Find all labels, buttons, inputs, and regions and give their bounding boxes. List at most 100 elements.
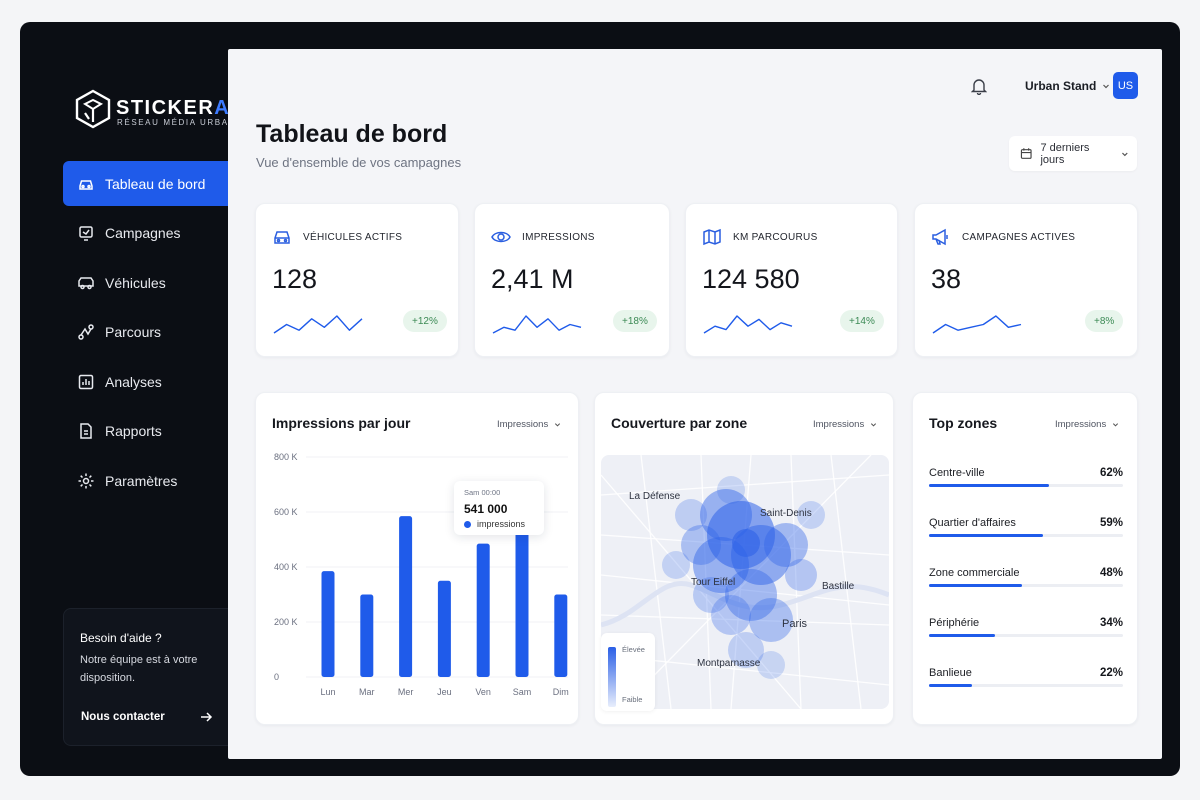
zone-percent: 48% bbox=[1099, 567, 1123, 579]
kpi-value: 38 bbox=[931, 264, 962, 294]
chevron-down-icon bbox=[871, 423, 877, 427]
kpi-label: VÉHICULES ACTIFS bbox=[303, 232, 403, 243]
zone-percent: 59% bbox=[1099, 517, 1123, 529]
date-range-select[interactable]: 7 derniers jours bbox=[1009, 136, 1137, 171]
sidebar-item-label: Analyses bbox=[105, 373, 162, 390]
sidebar-item-vehicules[interactable]: Véhicules bbox=[63, 260, 236, 305]
top-zones-metric-select[interactable]: Impressions bbox=[1055, 419, 1119, 430]
kpi-sparkline bbox=[932, 315, 1022, 334]
legend-gradient bbox=[608, 647, 616, 707]
x-tick-label: Mar bbox=[359, 687, 375, 697]
sparkline-path bbox=[492, 315, 582, 334]
zone-row[interactable]: Banlieue 22% bbox=[929, 667, 1123, 707]
report-icon bbox=[80, 423, 92, 439]
top-zones-title: Top zones bbox=[929, 415, 998, 431]
kpi-card-campagnes-actives[interactable]: CAMPAGNES ACTIVES 38 +8% bbox=[914, 203, 1138, 357]
map-street bbox=[601, 614, 889, 626]
tooltip-label: impressions bbox=[477, 519, 526, 529]
zone-name: Quartier d'affaires bbox=[929, 517, 1016, 529]
kpi-label: KM PARCOURUS bbox=[733, 232, 818, 243]
sidebar-item-tableau-de-bord[interactable]: Tableau de bord bbox=[63, 161, 236, 206]
sidebar-item-rapports[interactable]: Rapports bbox=[63, 409, 236, 454]
bar-mar[interactable] bbox=[360, 594, 374, 678]
sidebar-item-campagnes[interactable]: Campagnes bbox=[63, 211, 236, 256]
kpi-card-km-parcourus[interactable]: KM PARCOURUS 124 580 +14% bbox=[685, 203, 898, 357]
top-zones-metric-label: Impressions bbox=[1055, 419, 1107, 430]
kpi-delta-badge: +8% bbox=[1085, 310, 1124, 332]
map-street bbox=[830, 455, 862, 709]
bar-jeu[interactable] bbox=[437, 580, 451, 677]
zone-name: Zone commerciale bbox=[929, 567, 1020, 579]
sidebar-item-label: Campagnes bbox=[105, 225, 181, 241]
chart-tooltip: Sam 00:00 541 000 impressions bbox=[454, 481, 544, 535]
user-menu[interactable]: Urban Stand bbox=[1025, 79, 1110, 93]
help-title: Besoin d'aide ? bbox=[80, 631, 162, 645]
map-metric-select[interactable]: Impressions bbox=[813, 419, 877, 430]
zone-progress-fill bbox=[929, 534, 1044, 537]
map-street bbox=[700, 455, 712, 709]
y-tick-label: 400 K bbox=[274, 562, 298, 572]
zone-percent: 62% bbox=[1099, 467, 1123, 479]
zone-progress-fill bbox=[929, 684, 972, 687]
map-label-bastille: Bastille bbox=[822, 581, 855, 592]
car-front-icon bbox=[79, 179, 93, 190]
map-street bbox=[620, 455, 872, 709]
zone-row[interactable]: Zone commerciale 48% bbox=[929, 567, 1123, 607]
heat-spot bbox=[700, 489, 752, 541]
map-label-tour-eiffel: Tour Eiffel bbox=[691, 577, 736, 588]
heat-spot bbox=[749, 598, 793, 642]
sidebar-nav: Tableau de bord Campagnes Véhicules Parc… bbox=[63, 161, 236, 508]
zone-progress-track bbox=[929, 684, 1123, 687]
kpi-sparkline bbox=[273, 315, 363, 334]
zone-row[interactable]: Quartier d'affaires 59% bbox=[929, 517, 1123, 557]
map-title: Couverture par zone bbox=[611, 415, 748, 431]
campaign-icon bbox=[79, 226, 93, 241]
zone-name: Centre-ville bbox=[929, 467, 985, 479]
zone-name: Périphérie bbox=[929, 617, 980, 629]
chevron-down-icon bbox=[1122, 152, 1128, 156]
zone-row[interactable]: Périphérie 34% bbox=[929, 617, 1123, 657]
bar-mer[interactable] bbox=[399, 516, 413, 677]
x-tick-label: Mer bbox=[398, 687, 414, 697]
sidebar-item-label: Tableau de bord bbox=[105, 175, 206, 192]
zone-progress-fill bbox=[929, 634, 995, 637]
zone-progress-track bbox=[929, 634, 1123, 637]
sidebar-item-label: Paramètres bbox=[105, 472, 178, 489]
bar-lun[interactable] bbox=[321, 571, 335, 677]
page-title: Tableau de bord bbox=[256, 120, 448, 148]
heat-spot bbox=[662, 551, 690, 579]
logo-mark-icon bbox=[75, 89, 111, 129]
kpi-sparkline bbox=[703, 315, 793, 334]
bar-sam[interactable] bbox=[515, 498, 529, 677]
avatar[interactable]: US bbox=[1113, 72, 1138, 99]
kpi-card-impressions[interactable]: IMPRESSIONS 2,41 M +18% bbox=[474, 203, 670, 357]
chart-metric-select[interactable]: Impressions bbox=[497, 419, 561, 430]
bar-dim[interactable] bbox=[554, 594, 568, 678]
kpi-card-vehicules-actifs[interactable]: VÉHICULES ACTIFS 128 +12% bbox=[255, 203, 459, 357]
kpi-delta-badge: +14% bbox=[840, 310, 884, 332]
bar-ven[interactable] bbox=[476, 543, 490, 677]
kpi-label: CAMPAGNES ACTIVES bbox=[962, 232, 1076, 243]
top-zones-panel: Top zones Impressions Centre-ville 62% Q… bbox=[912, 392, 1138, 725]
sidebar-item-parametres[interactable]: Paramètres bbox=[63, 458, 236, 503]
main-content: Urban Stand US Tableau de bord Vue d'ens… bbox=[228, 49, 1162, 759]
heat-spot bbox=[717, 476, 745, 504]
impressions-chart-panel: Impressions par jour Impressions 0 200 K 4… bbox=[255, 392, 579, 725]
analytics-icon bbox=[78, 374, 94, 389]
sidebar-item-parcours[interactable]: Parcours bbox=[63, 310, 236, 355]
sidebar-item-analyses[interactable]: Analyses bbox=[63, 359, 236, 404]
map-street bbox=[601, 474, 889, 496]
contact-button[interactable]: Nous contacter bbox=[72, 699, 227, 735]
sparkline-path bbox=[932, 315, 1022, 334]
kpi-delta-badge: +12% bbox=[403, 310, 447, 332]
chevron-down-icon bbox=[555, 423, 561, 427]
zone-progress-fill bbox=[929, 484, 1050, 487]
zone-row[interactable]: Centre-ville 62% bbox=[929, 467, 1123, 507]
zone-progress-track bbox=[929, 484, 1123, 487]
y-tick-label: 800 K bbox=[274, 452, 298, 462]
y-tick-label: 200 K bbox=[274, 617, 298, 627]
sidebar-item-label: Véhicules bbox=[105, 274, 166, 291]
bell-icon[interactable] bbox=[971, 77, 987, 95]
help-card: Besoin d'aide ? Notre équipe est à votre… bbox=[63, 608, 236, 746]
legend-high-label: Élevée bbox=[622, 645, 645, 654]
